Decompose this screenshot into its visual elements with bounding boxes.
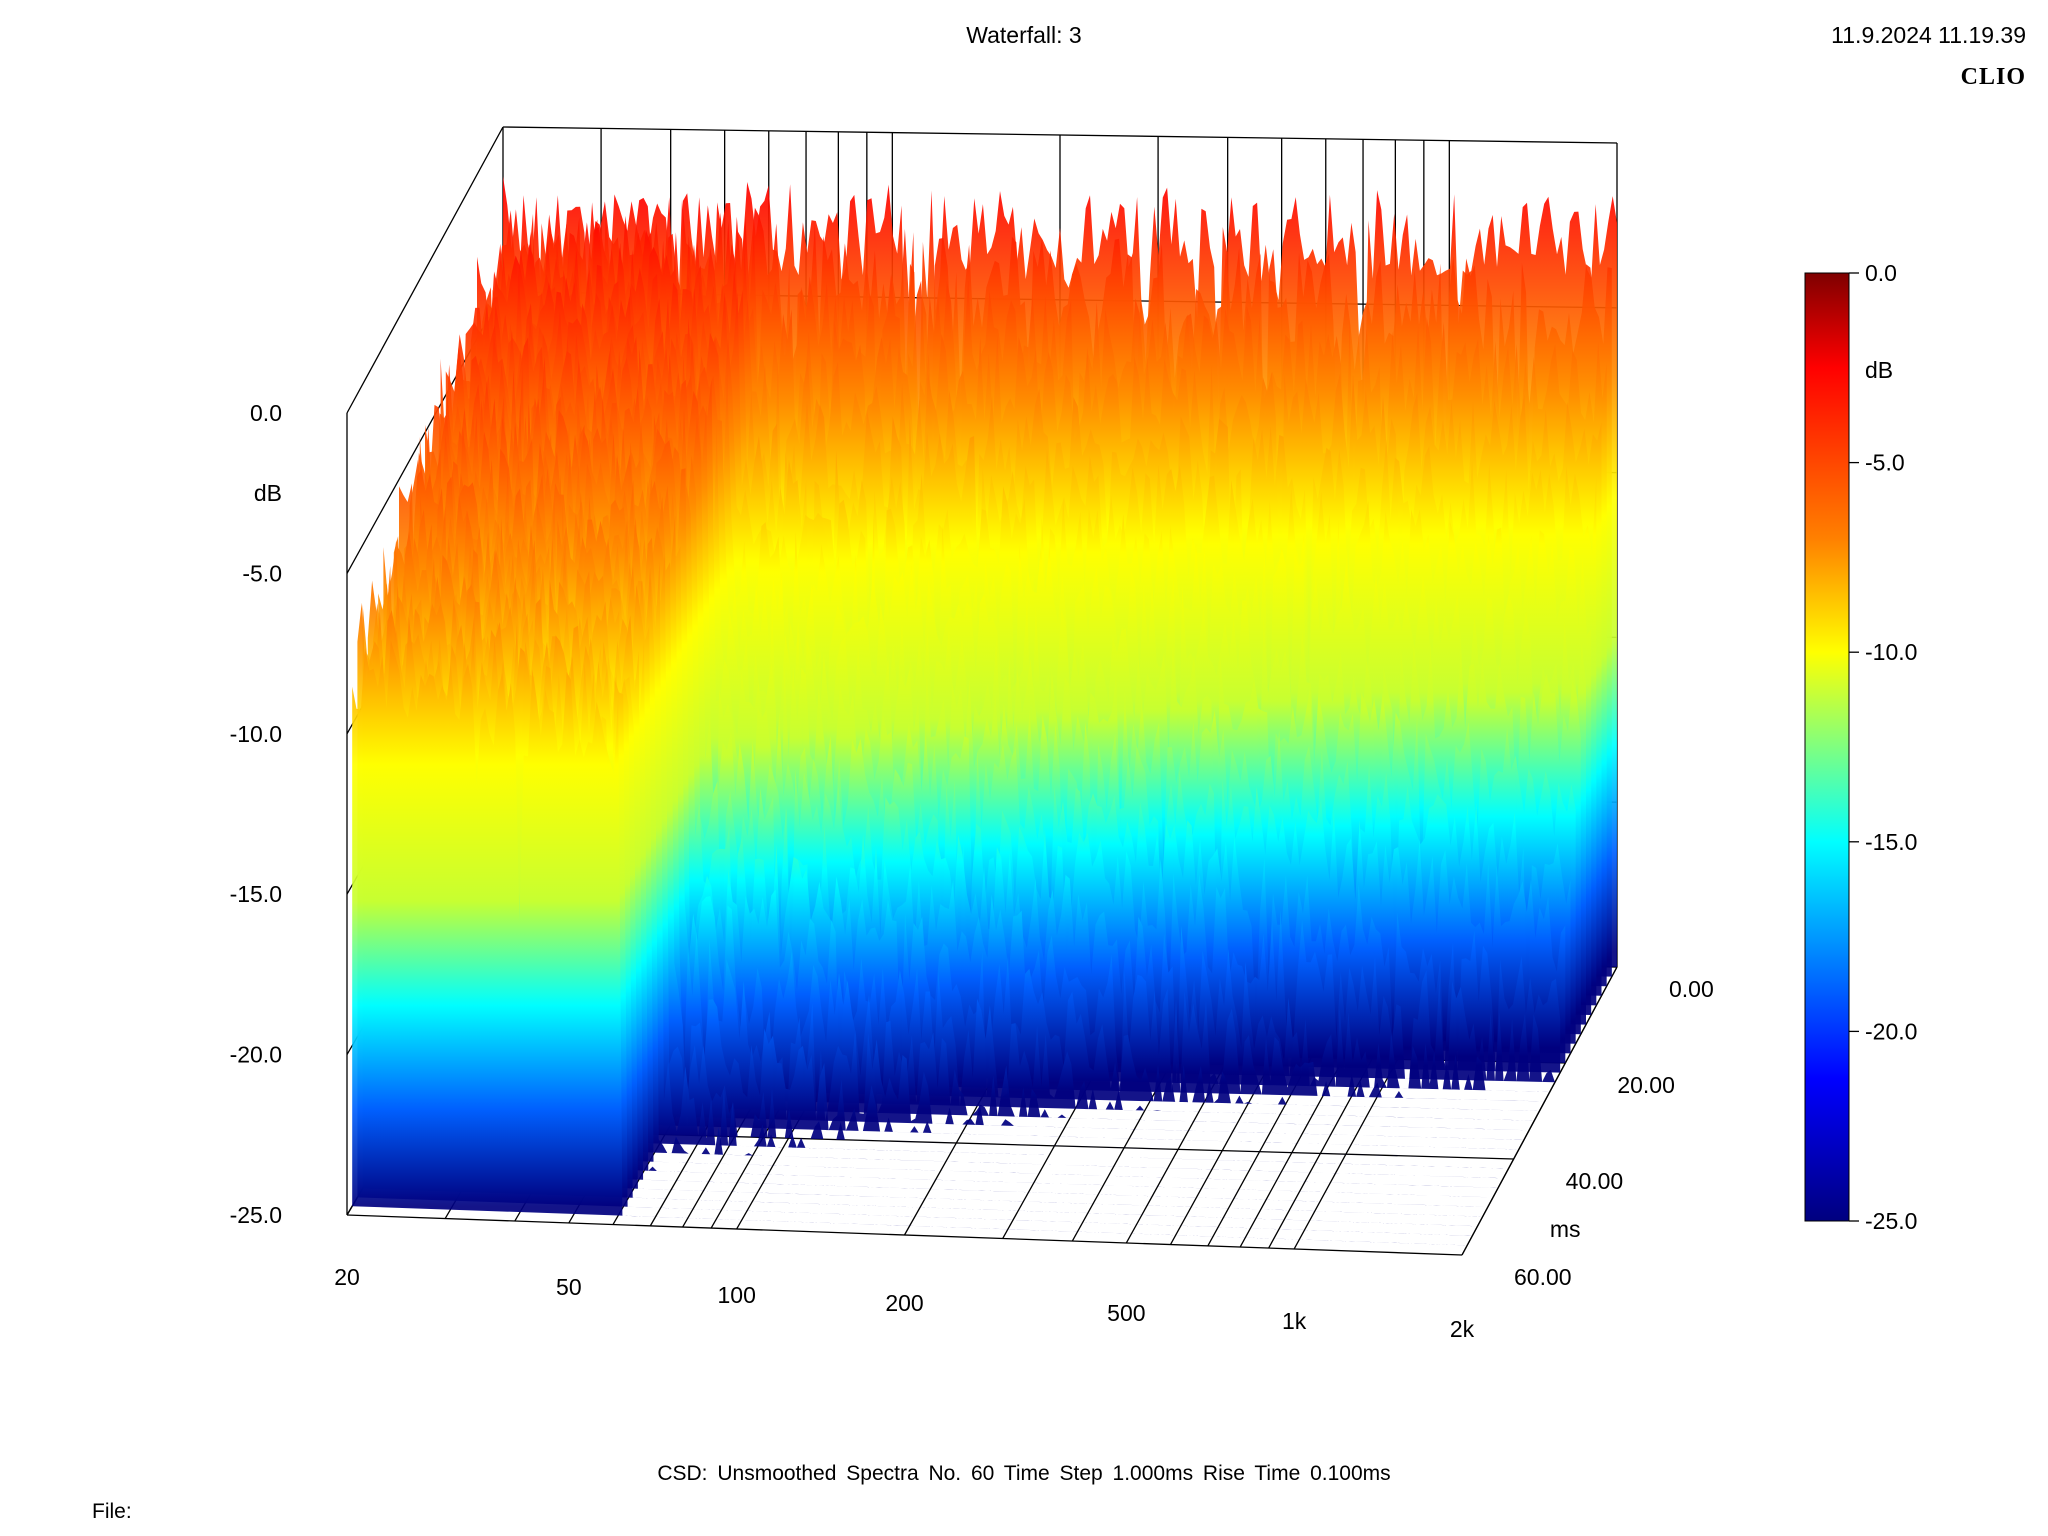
waterfall-surface bbox=[352, 176, 1617, 1246]
colorbar-tick-label: -10.0 bbox=[1865, 639, 1917, 665]
measurement-info: CSD: Unsmoothed Spectra No. 60 Time Step… bbox=[657, 1462, 1391, 1485]
z-tick-label: -10.0 bbox=[230, 721, 282, 747]
brand-logo: CLIO bbox=[1960, 64, 2026, 90]
chart-title: Waterfall: 3 bbox=[966, 22, 1082, 48]
y-axis-label: ms bbox=[1550, 1216, 1581, 1242]
colorbar-label: dB bbox=[1865, 357, 1893, 383]
axis-ticks: 0.0 -5.0 -10.0 -15.0 -20.0 -25.0 dB 20 50 100 200 5… bbox=[230, 400, 1714, 1342]
colorbar-tick-label: -25.0 bbox=[1865, 1208, 1917, 1234]
x-tick-label: 50 bbox=[556, 1274, 582, 1300]
x-tick-label: 2k bbox=[1450, 1316, 1475, 1342]
y-tick-label: 60.00 bbox=[1514, 1264, 1572, 1290]
y-tick-label: 40.00 bbox=[1566, 1168, 1624, 1194]
x-tick-label: 1k bbox=[1282, 1308, 1307, 1334]
colorbar-scale bbox=[1804, 272, 1850, 1222]
z-tick-label: -20.0 bbox=[230, 1042, 282, 1068]
z-tick-label: -15.0 bbox=[230, 881, 282, 907]
floor-time-gridline bbox=[346, 1214, 1463, 1256]
x-tick-label: 100 bbox=[717, 1282, 755, 1308]
x-tick-label: 500 bbox=[1107, 1300, 1145, 1326]
colorbar-tick-label: -5.0 bbox=[1865, 450, 1905, 476]
x-tick-label: 20 bbox=[334, 1264, 360, 1290]
x-tick-label: 200 bbox=[885, 1290, 923, 1316]
z-axis-label: dB bbox=[254, 480, 282, 506]
colorbar-tick-label: -15.0 bbox=[1865, 829, 1917, 855]
z-tick-label: -25.0 bbox=[230, 1202, 282, 1228]
colorbar: 0.0 -5.0 -10.0 -15.0 -20.0 -25.0 dB bbox=[1804, 260, 1917, 1234]
y-tick-label: 0.00 bbox=[1669, 976, 1714, 1002]
file-label: File: bbox=[92, 1500, 132, 1523]
timestamp: 11.9.2024 11.19.39 bbox=[1831, 22, 2026, 48]
y-tick-label: 20.00 bbox=[1617, 1072, 1675, 1098]
colorbar-tick-label: 0.0 bbox=[1865, 260, 1897, 286]
spectrum-slice bbox=[352, 640, 1468, 1246]
left-wall-gridline bbox=[346, 126, 504, 414]
spectrum-slice bbox=[414, 448, 1530, 1131]
colorbar-tick-label: -20.0 bbox=[1865, 1018, 1917, 1044]
spectrum-slice bbox=[409, 459, 1524, 1140]
z-tick-label: 0.0 bbox=[250, 400, 282, 426]
z-tick-label: -5.0 bbox=[242, 560, 282, 586]
